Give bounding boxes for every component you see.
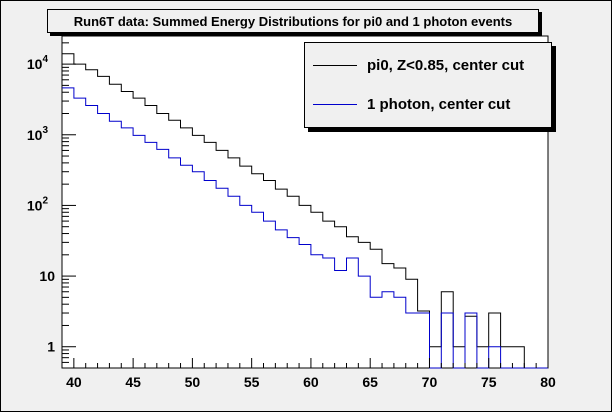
y-tick-label: 103 [27, 125, 49, 143]
x-tick-label: 65 [362, 374, 378, 390]
legend: pi0, Z<0.85, center cut 1 photon, center… [304, 42, 552, 128]
x-tick-label: 60 [303, 374, 319, 390]
y-tick-label: 102 [27, 195, 49, 213]
chart-title: Run6T data: Summed Energy Distributions … [47, 9, 539, 33]
x-tick-label: 40 [66, 374, 82, 390]
y-tick-label: 1 [47, 339, 55, 355]
series-line-photon [62, 87, 548, 369]
legend-entry-photon: 1 photon, center cut [313, 92, 547, 116]
legend-label-photon: 1 photon, center cut [367, 95, 511, 113]
y-tick-label: 10 [39, 268, 55, 284]
x-tick-label: 50 [185, 374, 201, 390]
x-tick-label: 45 [125, 374, 141, 390]
x-tick-label: 80 [540, 374, 556, 390]
series-layer [62, 53, 548, 369]
x-tick-label: 55 [244, 374, 260, 390]
y-tick-label: 104 [27, 54, 49, 72]
legend-label-pi0: pi0, Z<0.85, center cut [367, 56, 525, 74]
legend-swatch-photon [313, 103, 357, 105]
x-tick-label: 70 [422, 374, 438, 390]
x-tick-label: 75 [481, 374, 497, 390]
legend-swatch-pi0 [313, 64, 357, 66]
legend-entry-pi0: pi0, Z<0.85, center cut [313, 53, 547, 77]
axis-layer: 40 45 50 55 60 65 70 75 80 1 10 102 103 104 [27, 42, 556, 390]
